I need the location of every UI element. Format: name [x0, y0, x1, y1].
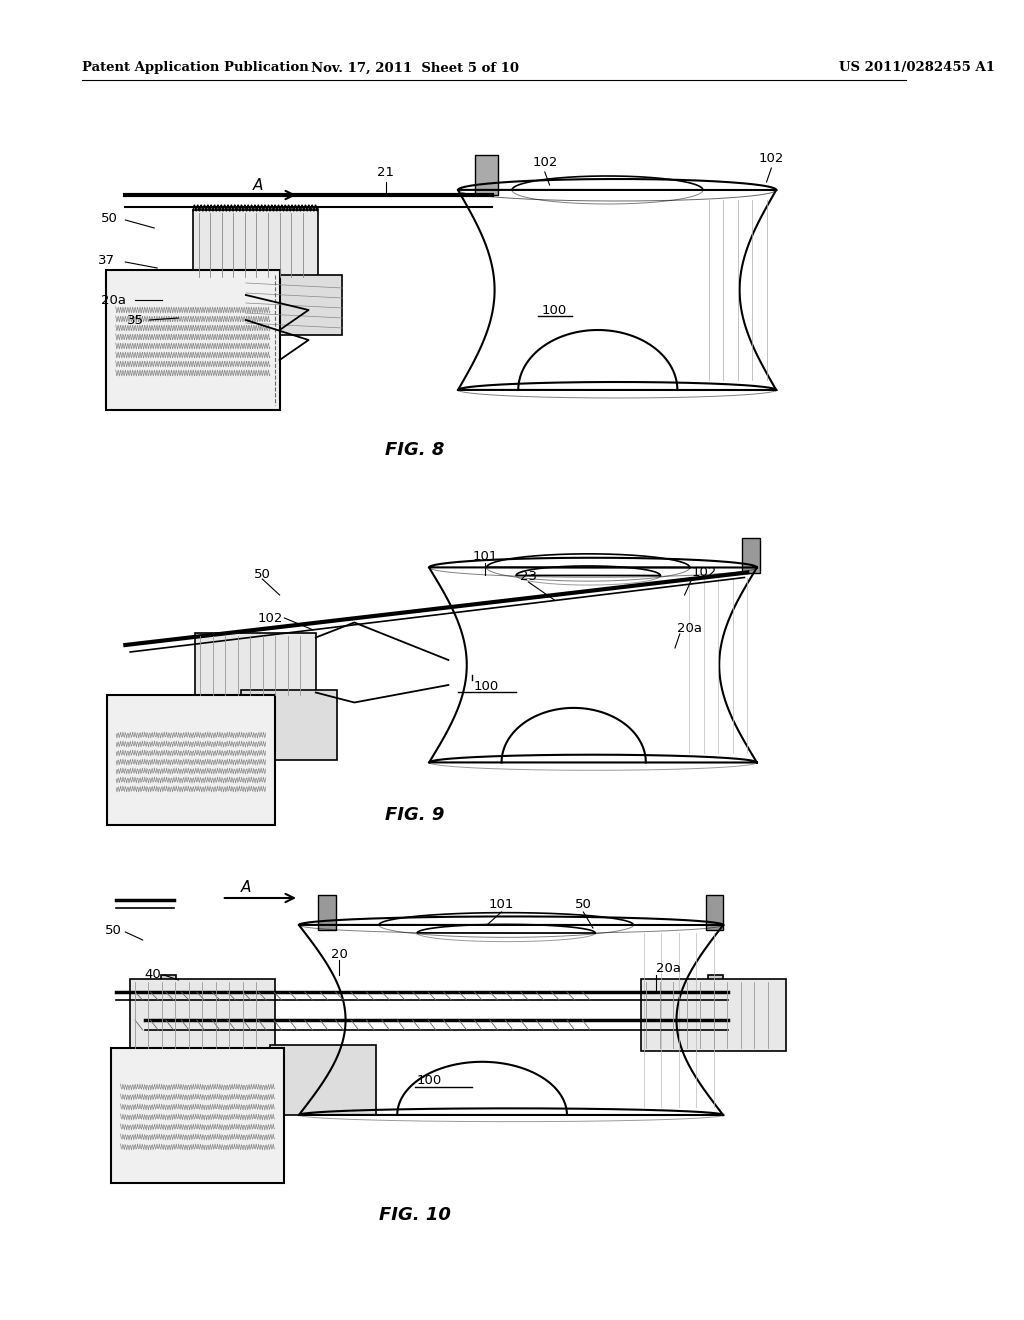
Text: 101: 101: [488, 899, 514, 912]
Text: 102: 102: [691, 565, 717, 578]
Text: A: A: [253, 178, 263, 194]
Bar: [106, 271, 280, 411]
Text: FIG. 10: FIG. 10: [379, 1206, 451, 1224]
Bar: [708, 975, 723, 1030]
Bar: [161, 975, 176, 1030]
Text: 20a: 20a: [655, 961, 681, 974]
Text: 102: 102: [257, 611, 283, 624]
Bar: [111, 1048, 285, 1183]
Text: 20a: 20a: [101, 293, 126, 306]
Text: 50: 50: [574, 899, 592, 912]
Bar: [106, 696, 275, 825]
Bar: [475, 154, 499, 195]
Text: 102: 102: [532, 157, 557, 169]
Text: FIG. 9: FIG. 9: [385, 807, 444, 824]
Text: 40: 40: [144, 969, 161, 982]
Text: 20: 20: [331, 949, 348, 961]
Text: FIG. 8: FIG. 8: [385, 441, 444, 459]
Bar: [193, 210, 318, 280]
Text: Patent Application Publication: Patent Application Publication: [82, 62, 308, 74]
Text: US 2011/0282455 A1: US 2011/0282455 A1: [839, 62, 995, 74]
Text: 21: 21: [377, 166, 394, 180]
Text: 101: 101: [472, 550, 498, 564]
Bar: [318, 895, 336, 931]
Bar: [706, 895, 723, 931]
Bar: [246, 275, 342, 335]
Text: A: A: [241, 880, 251, 895]
Bar: [742, 537, 760, 573]
Text: 100: 100: [417, 1073, 441, 1086]
Text: 50: 50: [254, 568, 270, 581]
Bar: [270, 1045, 376, 1115]
Text: 37: 37: [97, 253, 115, 267]
Bar: [196, 632, 315, 697]
Text: 50: 50: [105, 924, 122, 936]
Text: 35: 35: [127, 314, 143, 326]
Text: 100: 100: [542, 304, 567, 317]
Text: 23: 23: [520, 570, 537, 583]
Text: Nov. 17, 2011  Sheet 5 of 10: Nov. 17, 2011 Sheet 5 of 10: [310, 62, 518, 74]
Text: 50: 50: [100, 211, 118, 224]
Bar: [241, 690, 338, 760]
Text: 102: 102: [759, 152, 784, 165]
Text: 100: 100: [473, 680, 499, 693]
Bar: [641, 979, 785, 1051]
Bar: [130, 979, 274, 1051]
Text: 20a: 20a: [677, 622, 701, 635]
